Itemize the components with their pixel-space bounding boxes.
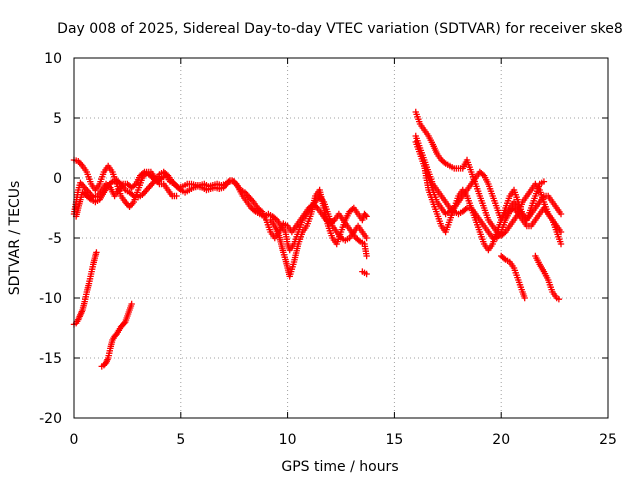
data-point-marker <box>557 240 565 248</box>
data-point-marker <box>557 210 565 218</box>
series-track-f <box>70 249 100 328</box>
data-point-marker <box>500 255 508 262</box>
data-point-marker <box>555 296 563 303</box>
data-point-marker <box>540 178 548 185</box>
data-point-marker <box>128 300 135 308</box>
data-point-marker <box>163 171 170 178</box>
data-point-marker <box>116 179 123 186</box>
data-point-marker <box>462 206 469 213</box>
tick-layer: 0 5 10 15 20 25 -20 -15 -10 -5 0 5 10 <box>39 51 617 448</box>
data-layer <box>70 108 565 370</box>
data-point-marker <box>355 237 362 244</box>
y-tick-label: -5 <box>48 231 62 247</box>
series-track-g <box>98 300 135 370</box>
data-point-marker <box>362 212 369 219</box>
x-tick-label: 20 <box>492 432 510 448</box>
data-point-marker <box>441 159 448 166</box>
y-tick-label: -20 <box>39 411 62 427</box>
x-axis-label: GPS time / hours <box>281 459 398 475</box>
series-track-c <box>72 168 370 260</box>
data-point-marker <box>131 182 138 189</box>
x-tick-label: 25 <box>599 432 617 448</box>
data-point-marker <box>363 213 370 220</box>
x-tick-label: 5 <box>176 432 185 448</box>
data-point-marker <box>521 294 528 302</box>
data-point-marker <box>449 206 456 213</box>
data-point-marker <box>173 192 180 200</box>
series-track-m <box>532 252 563 303</box>
data-point-marker <box>231 179 239 186</box>
data-point-marker <box>176 185 183 192</box>
data-point-marker <box>479 171 486 178</box>
data-point-marker <box>250 207 258 214</box>
data-point-marker <box>86 195 93 202</box>
data-point-marker <box>257 207 264 214</box>
y-tick-label: -10 <box>39 291 62 307</box>
data-point-marker <box>500 230 508 237</box>
series-track-k <box>412 138 565 224</box>
series-track-h <box>412 108 565 239</box>
data-point-marker <box>363 234 370 242</box>
data-point-marker <box>349 206 356 213</box>
y-tick-label: 5 <box>53 111 62 127</box>
chart-title: Day 008 of 2025, Sidereal Day-to-day VTE… <box>57 21 623 37</box>
y-axis-label: SDTVAR / TECUs <box>7 181 23 296</box>
data-point-marker <box>363 252 370 260</box>
data-point-marker <box>107 179 115 186</box>
series-track-d <box>267 186 370 280</box>
data-point-marker <box>129 191 136 198</box>
y-tick-label: 0 <box>53 171 62 187</box>
data-point-marker <box>363 270 370 278</box>
data-point-marker <box>93 249 100 256</box>
x-tick-label: 0 <box>70 432 79 448</box>
y-tick-label: -15 <box>39 351 62 367</box>
y-tick-label: 10 <box>44 51 62 67</box>
data-point-marker <box>272 215 279 222</box>
data-point-marker <box>329 218 337 225</box>
series-track-e <box>359 268 370 278</box>
x-tick-label: 10 <box>279 432 297 448</box>
x-tick-label: 15 <box>385 432 403 448</box>
series-track-l <box>498 252 528 302</box>
